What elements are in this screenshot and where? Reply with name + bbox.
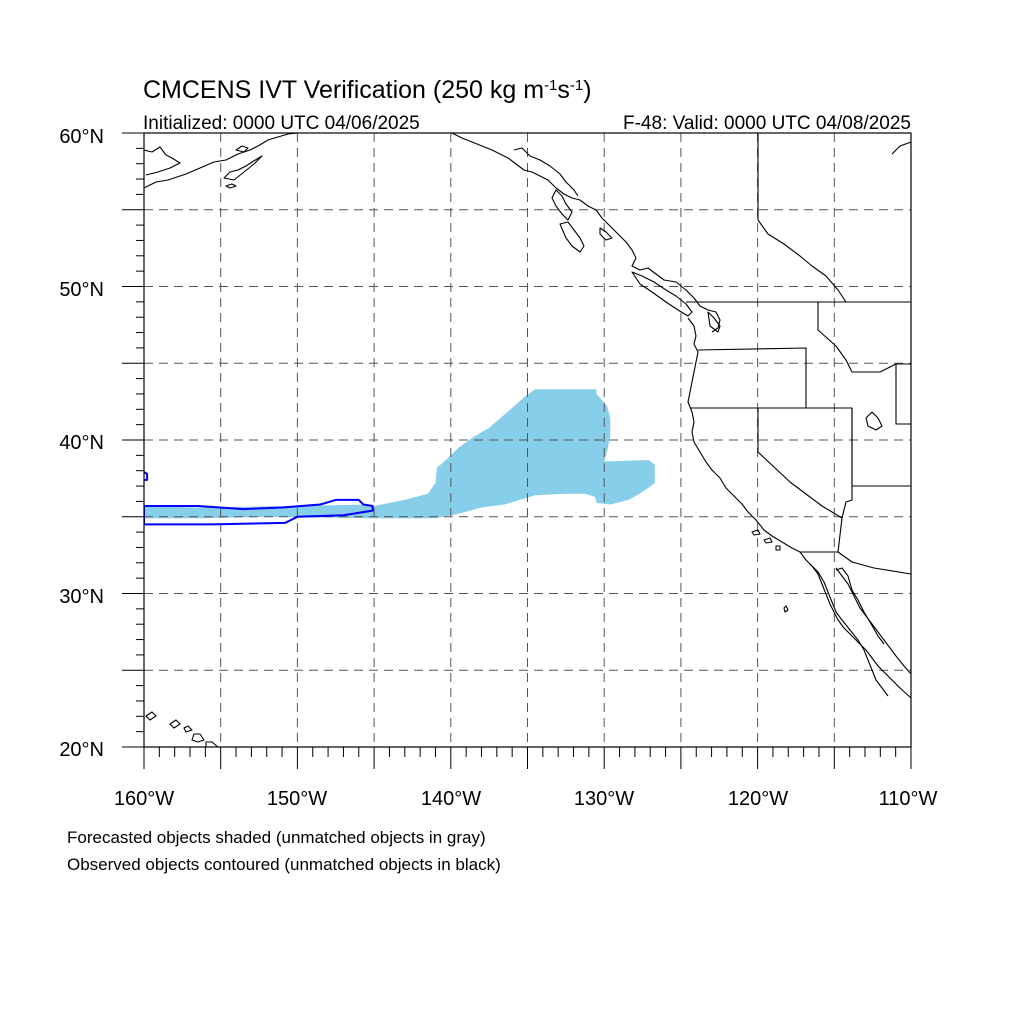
longitude-labels: 160°W 150°W 140°W 130°W 120°W 110°W (114, 788, 938, 810)
figure-title: CMCENS IVT Verification (250 kg m-1s-1) (143, 76, 592, 104)
coastline-drawing (144, 133, 911, 747)
initialized-label: Initialized: 0000 UTC 04/06/2025 (143, 113, 420, 134)
latitude-labels: 60°N 50°N 40°N 30°N 20°N (59, 126, 104, 761)
observed-object-contour (144, 498, 374, 526)
axis-ticks (122, 132, 912, 769)
lon-label-110w: 110°W (879, 788, 938, 810)
grid-lines (144, 133, 911, 747)
lon-label-140w: 140°W (421, 788, 481, 810)
lon-label-120w: 120°W (728, 788, 788, 810)
lat-label-40n: 40°N (59, 432, 104, 454)
valid-label: F-48: Valid: 0000 UTC 04/08/2025 (623, 113, 911, 134)
observed-object-fragment (144, 471, 149, 481)
lon-label-150w: 150°W (267, 788, 327, 810)
lat-label-60n: 60°N (59, 126, 104, 148)
lon-label-130w: 130°W (574, 788, 634, 810)
lat-label-20n: 20°N (59, 739, 104, 761)
footer-forecast-note: Forecasted objects shaded (unmatched obj… (67, 828, 486, 847)
lat-label-30n: 30°N (59, 586, 104, 608)
lat-label-50n: 50°N (59, 279, 104, 301)
footer-observed-note: Observed objects contoured (unmatched ob… (67, 855, 501, 874)
map-panel (144, 133, 911, 747)
lon-label-160w: 160°W (114, 788, 174, 810)
observed-object-layer (144, 471, 374, 526)
